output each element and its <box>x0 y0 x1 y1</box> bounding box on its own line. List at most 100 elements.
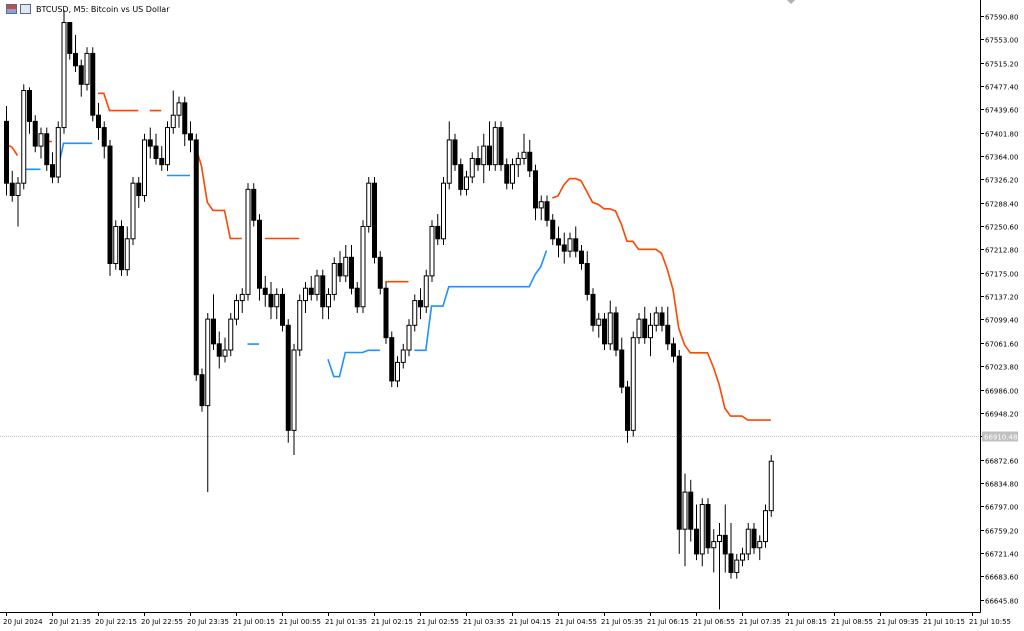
candle <box>763 504 768 548</box>
chart-title: BTCUSD, M5: Bitcoin vs US Dollar <box>36 4 170 14</box>
candle <box>590 288 596 332</box>
candle-body-up <box>130 182 136 240</box>
candle-body-down <box>418 300 423 308</box>
candle-body-down <box>182 102 188 135</box>
candle <box>297 294 303 357</box>
candle <box>435 214 441 245</box>
candle-body-up <box>366 182 372 227</box>
price-tick-label: 67061.60 <box>985 341 1018 349</box>
price-tick-label: 67137.20 <box>985 294 1018 302</box>
candle <box>688 479 694 542</box>
price-tick-label: 66986.00 <box>985 388 1018 396</box>
candle <box>619 337 625 394</box>
candle-body-up <box>15 182 21 197</box>
candle-body-up <box>757 541 763 549</box>
candle-body-up <box>331 263 337 295</box>
candle <box>119 220 124 276</box>
candle <box>61 10 67 134</box>
candle-body-up <box>492 127 498 166</box>
candle <box>556 226 561 258</box>
candle <box>101 121 107 159</box>
candle <box>487 121 492 171</box>
candle-body-up <box>205 318 211 407</box>
candle-body-down <box>642 318 648 339</box>
time-tick-label: 21 Jul 03:35 <box>463 618 505 626</box>
chart-properties-icon[interactable] <box>20 4 31 14</box>
candle-body-up <box>648 324 653 339</box>
candle-body-down <box>153 145 159 159</box>
shift-marker-icon[interactable] <box>787 0 795 4</box>
candle-body-down <box>280 293 285 326</box>
candle <box>418 288 423 320</box>
price-tick-label: 67099.40 <box>985 317 1018 325</box>
candle <box>268 282 274 320</box>
time-tick-label: 21 Jul 02:55 <box>417 618 459 626</box>
price-tick-label: 67590.80 <box>985 14 1018 22</box>
candle <box>538 195 544 221</box>
price-tick-label: 67023.80 <box>985 364 1018 372</box>
candle-body-up <box>717 534 722 543</box>
candle <box>498 121 504 171</box>
candle-body-up <box>395 361 400 382</box>
candle <box>377 251 383 295</box>
candles <box>4 10 774 610</box>
candle <box>234 294 239 326</box>
time-tick-label: 21 Jul 07:35 <box>739 618 781 626</box>
price-tick-label: 67250.60 <box>985 224 1018 232</box>
candle <box>717 523 722 610</box>
candle <box>406 319 412 357</box>
candle <box>211 294 216 351</box>
candle <box>636 312 642 344</box>
candle <box>602 312 607 351</box>
price-tick-label: 67401.80 <box>985 131 1018 139</box>
candle-body-down <box>688 491 694 530</box>
candle <box>326 288 331 320</box>
candle-body-down <box>188 133 193 141</box>
candle <box>481 133 487 184</box>
candle-body-down <box>320 275 326 308</box>
candle <box>648 312 653 357</box>
time-tick-label: 21 Jul 08:55 <box>831 618 873 626</box>
candle-body-down <box>579 250 584 265</box>
candle <box>44 127 50 171</box>
candle <box>757 535 763 561</box>
candle-body-down <box>550 219 556 240</box>
price-tick-label: 66683.60 <box>985 574 1018 582</box>
candle-body-up <box>303 287 308 302</box>
candle <box>533 164 538 221</box>
candle <box>768 455 774 517</box>
candle-body-up <box>55 127 61 178</box>
candle-body-up <box>740 553 745 561</box>
candle-body-up <box>441 182 446 240</box>
candle <box>32 115 38 153</box>
candle <box>159 146 165 171</box>
candle-body-down <box>487 145 492 166</box>
candle <box>291 343 297 456</box>
candle-body-up <box>38 133 44 147</box>
candle-body-up <box>763 510 768 543</box>
candle-body-up <box>297 300 303 351</box>
price-tick-label: 66948.20 <box>985 411 1018 419</box>
candle <box>550 214 556 245</box>
candle-body-down <box>27 90 32 122</box>
candle-body-down <box>4 120 9 184</box>
time-tick-label: 20 Jul 22:55 <box>141 618 183 626</box>
candle-body-down <box>751 528 757 549</box>
candle-body-up <box>429 225 435 277</box>
candle-body-down <box>573 238 579 252</box>
candle <box>337 251 343 283</box>
candle-body-up <box>745 528 751 555</box>
candle-body-up <box>400 349 406 363</box>
candle <box>400 343 406 369</box>
time-tick-label: 21 Jul 06:15 <box>647 618 689 626</box>
candle <box>142 133 147 202</box>
candle-body-down <box>665 324 671 345</box>
candle <box>665 306 671 351</box>
candle-body-down <box>44 133 50 166</box>
candle-body-up <box>176 102 182 116</box>
candle <box>740 547 745 567</box>
candle <box>136 177 142 208</box>
candle <box>676 350 682 554</box>
candle-body-up <box>245 188 251 295</box>
